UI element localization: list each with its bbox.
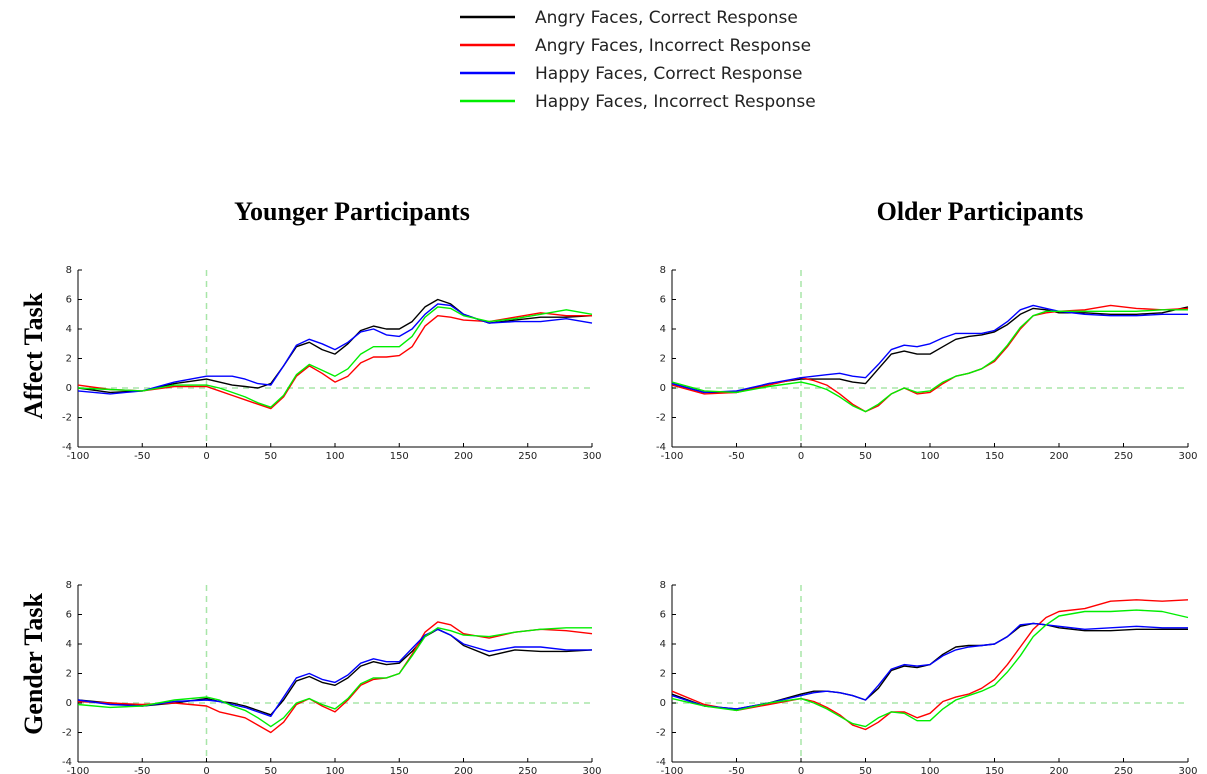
x-tick-label: -50: [134, 766, 150, 774]
legend-label: Happy Faces, Incorrect Response: [535, 92, 816, 112]
y-tick-label: 8: [660, 580, 666, 591]
x-tick-label: 250: [518, 766, 537, 774]
x-tick-label: -100: [661, 766, 684, 774]
series-line: [77, 628, 593, 716]
y-tick-label: 4: [66, 324, 72, 335]
y-tick-label: 4: [66, 639, 72, 650]
x-tick-label: 50: [859, 451, 872, 462]
x-tick-label: 50: [859, 766, 872, 774]
y-tick-label: 2: [66, 669, 72, 680]
legend-label: Happy Faces, Correct Response: [535, 64, 802, 84]
series-line: [671, 306, 1189, 394]
x-tick-label: 200: [454, 766, 473, 774]
column-title: Older Participants: [877, 197, 1084, 226]
series-line: [77, 303, 593, 395]
series-line: [671, 599, 1189, 731]
series-line: [77, 306, 593, 408]
y-tick-label: 4: [660, 324, 666, 335]
x-tick-label: -100: [661, 451, 684, 462]
x-tick-label: -50: [728, 766, 744, 774]
x-tick-label: 100: [920, 451, 939, 462]
y-tick-label: -4: [656, 442, 666, 453]
x-tick-label: -100: [67, 766, 90, 774]
series-line: [671, 609, 1189, 728]
row-title: Affect Task: [19, 292, 48, 419]
x-tick-label: -50: [728, 451, 744, 462]
x-tick-label: 200: [454, 451, 473, 462]
series-line: [671, 304, 1188, 394]
row-title: Gender Task: [19, 593, 48, 735]
x-tick-label: 150: [985, 451, 1004, 462]
series-line: [671, 304, 1189, 413]
x-tick-label: -50: [134, 451, 150, 462]
y-tick-label: -2: [656, 728, 666, 739]
x-tick-label: 200: [1049, 766, 1068, 774]
series-line: [671, 309, 1188, 413]
y-tick-label: 8: [660, 265, 666, 276]
y-tick-label: 2: [66, 354, 72, 365]
x-tick-label: 0: [798, 766, 804, 774]
x-tick-label: 150: [985, 766, 1004, 774]
x-tick-label: 300: [1178, 451, 1197, 462]
y-tick-label: 2: [660, 354, 666, 365]
x-tick-label: 250: [518, 451, 537, 462]
x-tick-label: 300: [582, 451, 601, 462]
y-tick-label: 8: [66, 580, 72, 591]
y-tick-label: 0: [660, 383, 666, 394]
x-tick-label: 100: [325, 766, 344, 774]
y-tick-label: 2: [660, 669, 666, 680]
y-tick-label: 0: [660, 698, 666, 709]
x-tick-label: 250: [1114, 451, 1133, 462]
x-tick-label: 0: [203, 766, 209, 774]
series-line: [77, 628, 592, 717]
x-tick-label: 300: [582, 766, 601, 774]
y-tick-label: -4: [62, 442, 72, 453]
series-line: [77, 298, 593, 394]
series-line: [77, 312, 592, 410]
y-tick-label: 8: [66, 265, 72, 276]
x-tick-label: -100: [67, 451, 90, 462]
x-tick-label: 150: [390, 766, 409, 774]
x-tick-label: 200: [1049, 451, 1068, 462]
x-tick-label: 100: [920, 766, 939, 774]
y-tick-label: 6: [660, 295, 666, 306]
x-tick-label: 50: [264, 451, 277, 462]
x-tick-label: 50: [264, 766, 277, 774]
y-tick-label: -2: [62, 413, 72, 424]
y-tick-label: -4: [62, 757, 72, 768]
legend-label: Angry Faces, Correct Response: [535, 8, 798, 28]
x-tick-label: 0: [203, 451, 209, 462]
x-tick-label: 250: [1114, 766, 1133, 774]
column-title: Younger Participants: [234, 197, 470, 226]
x-tick-label: 100: [325, 451, 344, 462]
series-line: [671, 622, 1188, 710]
y-tick-label: -2: [62, 728, 72, 739]
series-line: [77, 627, 592, 728]
series-line: [671, 622, 1188, 710]
y-tick-label: 0: [66, 383, 72, 394]
y-tick-label: 6: [66, 295, 72, 306]
series-line: [77, 621, 593, 734]
y-tick-label: -2: [656, 413, 666, 424]
y-tick-label: 4: [660, 639, 666, 650]
legend-label: Angry Faces, Incorrect Response: [535, 36, 811, 56]
x-tick-label: 150: [390, 451, 409, 462]
y-tick-label: 6: [660, 610, 666, 621]
y-tick-label: 0: [66, 698, 72, 709]
x-tick-label: 300: [1178, 766, 1197, 774]
y-tick-label: -4: [656, 757, 666, 768]
x-tick-label: 0: [798, 451, 804, 462]
y-tick-label: 6: [66, 610, 72, 621]
